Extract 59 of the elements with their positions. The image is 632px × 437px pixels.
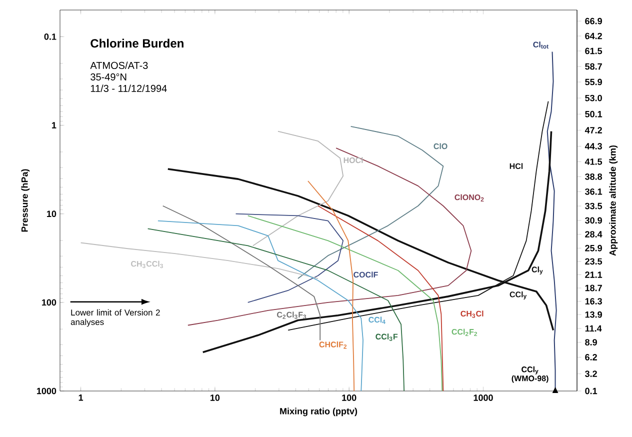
series-label: CCl$_{2}$F$_{2}$: [452, 328, 478, 336]
y2-tick-label: 64.2: [585, 32, 602, 40]
y-tick-label: 10: [47, 210, 56, 218]
y2-tick-label: 16.3: [585, 298, 602, 304]
series-label: Cl$_{tot}$: [533, 42, 548, 49]
y2-tick-label: 66.9: [585, 18, 602, 24]
y2-tick-label: 53.0: [585, 94, 602, 102]
y2-tick-label: 18.7: [585, 284, 602, 292]
y2-tick-label: 44.3: [584, 143, 602, 150]
y-tick-label: 1000: [37, 388, 56, 394]
series-label: CHClF$_{2}$: [319, 341, 347, 349]
y-tick-label: 0.1: [44, 33, 56, 40]
series-label: CCl$_{3}$F: [376, 334, 398, 341]
y-axis-title: Pressure (hPa): [21, 169, 30, 232]
series-label: CH$_{3}$CCl$_{3}$: [131, 260, 163, 268]
annotation: 35-49°N: [90, 73, 126, 80]
y2-tick-label: 28.4: [585, 231, 602, 238]
y2-tick-label: 36.1: [585, 188, 602, 195]
y2-tick-label: 55.9: [585, 78, 602, 86]
y2-tick-label: 41.5: [584, 158, 602, 165]
annotation: CCl$_{y}$ (WMO-98): [512, 366, 548, 383]
x-tick-label: 100: [342, 394, 356, 401]
y2-tick-label: 50.1: [585, 110, 602, 118]
y2-tick-label: 61.5: [585, 48, 602, 54]
y2-tick-label: 38.8: [585, 173, 602, 180]
series-label: ClO: [434, 143, 448, 150]
y2-tick-label: 25.9: [585, 244, 602, 252]
y2-axis-title: Approximate altitude (km): [609, 145, 618, 256]
y-tick-label: 100: [42, 299, 56, 306]
text: ATMOS/AT-3: [90, 62, 148, 69]
y2-tick-label: 8.9: [585, 339, 597, 346]
x-tick-label: 1: [78, 394, 84, 401]
y2-tick-label: 3.2: [585, 370, 597, 378]
y2-tick-label: 13.9: [585, 311, 602, 318]
y2-tick-label: 47.2: [584, 127, 602, 134]
series-label: ClONO$_{2}$: [454, 194, 484, 202]
series-label: C$_{2}$Cl$_{3}$F$_{3}$: [277, 312, 306, 319]
text: CH$_{3}$Cl: [460, 310, 484, 318]
y2-tick-label: 6.2: [585, 354, 597, 360]
series-label: CCl$_{y}$: [510, 291, 527, 300]
x-tick-label: 10: [210, 394, 220, 401]
y2-tick-label: 21.1: [585, 272, 602, 278]
series-label: HCl: [510, 163, 523, 170]
x-tick-label: 1000: [474, 394, 493, 401]
y2-tick-label: 11.4: [585, 325, 602, 332]
series-label: HOCl: [344, 157, 363, 164]
text: Chlorine Burden: [90, 38, 184, 48]
y2-tick-label: 58.7: [585, 63, 602, 70]
x-axis-title: Mixing ratio (pptv): [280, 408, 358, 416]
annotation: 11/3 - 11/12/1994: [90, 84, 167, 92]
y-tick-label: 1: [52, 122, 56, 128]
y2-tick-label: 33.5: [585, 202, 602, 210]
text: COClF: [354, 272, 378, 278]
series-label: Cl$_{y}$: [532, 266, 543, 274]
y2-tick-label: 30.9: [585, 217, 602, 224]
series-label: CCl$_{4}$: [368, 316, 386, 324]
y2-tick-label: 0.1: [585, 388, 598, 394]
y2-tick-label: 23.5: [585, 258, 602, 265]
annotation: Lower limit of Version 2 analyses: [70, 309, 160, 327]
